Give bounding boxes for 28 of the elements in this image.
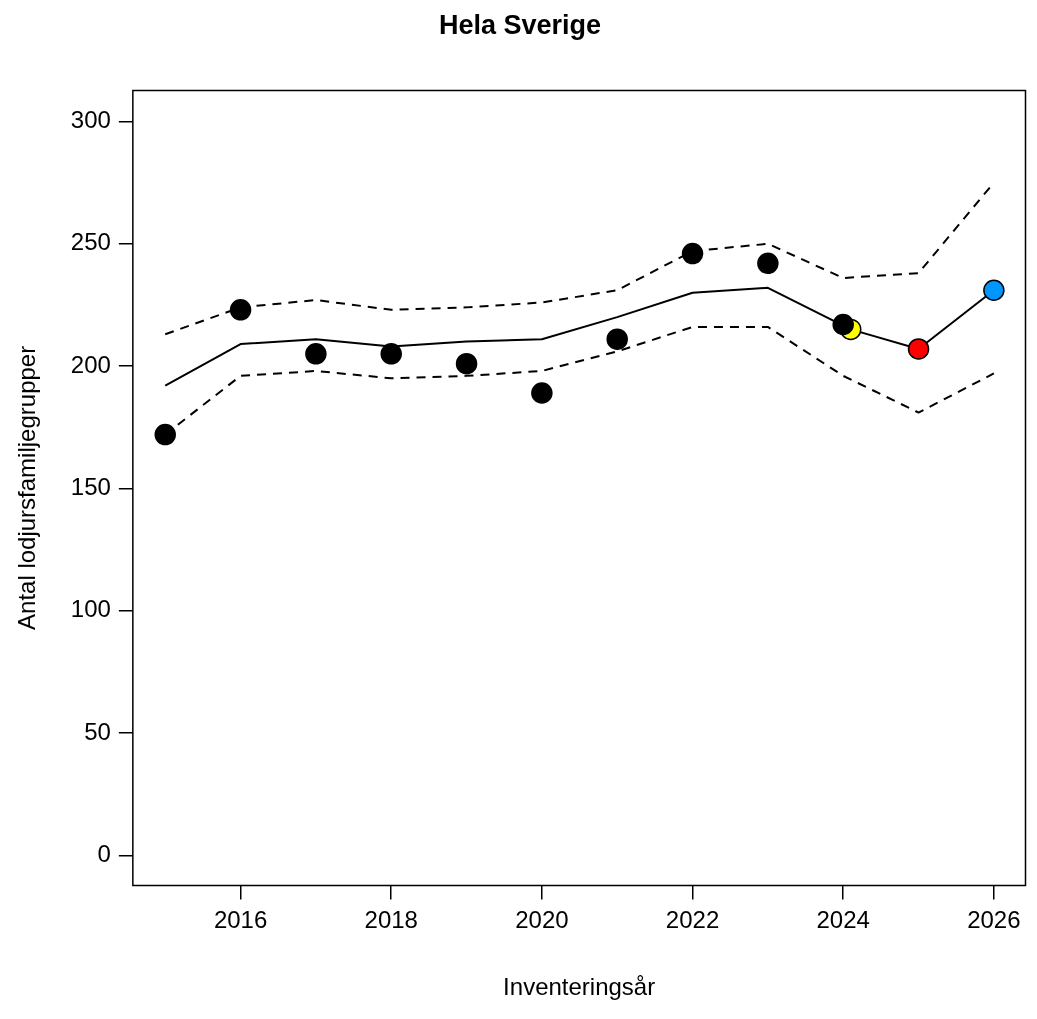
- y-tick-label: 50: [84, 717, 111, 745]
- point: [380, 343, 402, 365]
- x-tick-label: 2016: [213, 906, 268, 934]
- x-tick-label: 2018: [364, 906, 418, 934]
- chart-title: Hela Sverige: [438, 9, 602, 40]
- y-tick-label: 150: [70, 473, 111, 501]
- point: [757, 252, 779, 275]
- point: [832, 313, 854, 336]
- point: [606, 328, 628, 350]
- y-tick-label: 100: [70, 595, 111, 623]
- x-tick-label: 2026: [967, 906, 1021, 934]
- point: [455, 352, 478, 375]
- y-tick-label: 200: [70, 350, 111, 378]
- point: [154, 423, 176, 446]
- y-axis-title: Antal lodjursfamiljegrupper: [13, 345, 41, 630]
- x-tick-label: 2022: [665, 906, 720, 934]
- x-tick-label: 2024: [816, 906, 870, 934]
- point: [681, 242, 704, 265]
- point: [983, 279, 1005, 301]
- x-tick-label: 2020: [515, 906, 569, 934]
- point: [907, 338, 930, 360]
- y-tick-label: 0: [97, 839, 111, 867]
- point: [305, 343, 327, 365]
- y-tick-label: 300: [70, 106, 111, 134]
- y-tick-label: 250: [70, 228, 111, 256]
- x-axis-title: Inventeringsår: [503, 973, 656, 1001]
- point: [229, 299, 252, 321]
- point: [531, 382, 553, 404]
